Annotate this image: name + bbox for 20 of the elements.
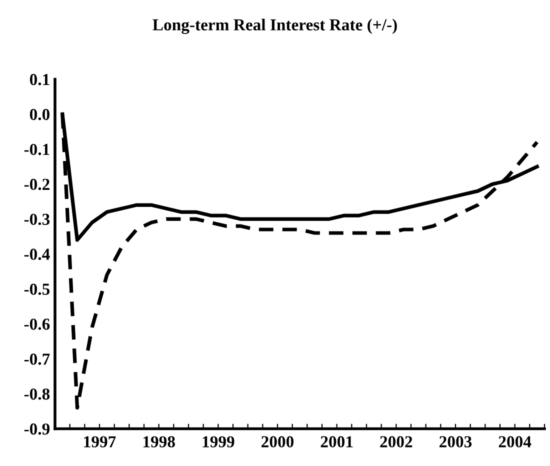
x-tick-label: 2001 [320, 436, 353, 448]
y-tick-label: -0.8 [24, 388, 50, 400]
y-tick-label: -0.3 [24, 214, 50, 226]
y-tick-label: -0.9 [24, 423, 50, 435]
x-tick-label: 1999 [202, 436, 234, 448]
x-tick-label: 1997 [84, 436, 116, 448]
y-tick-label: 0.0 [30, 108, 50, 120]
y-tick-label: -0.1 [24, 144, 50, 156]
chart-title: Long-term Real Interest Rate (+/-) [152, 18, 397, 34]
x-tick-label: 2000 [262, 436, 294, 448]
x-tick-label: 2003 [440, 436, 472, 448]
y-tick-label: 0.1 [30, 74, 50, 86]
y-tick-label: -0.6 [24, 318, 50, 330]
x-tick-label: 2004 [498, 436, 532, 448]
y-tick-label: -0.7 [24, 354, 50, 365]
x-tick-label: 1998 [144, 436, 175, 448]
y-tick-label: -0.5 [24, 284, 50, 295]
y-tick-label: -0.2 [24, 178, 50, 190]
y-tick-label: -0.4 [24, 248, 50, 260]
x-tick-label: 2002 [380, 436, 412, 448]
